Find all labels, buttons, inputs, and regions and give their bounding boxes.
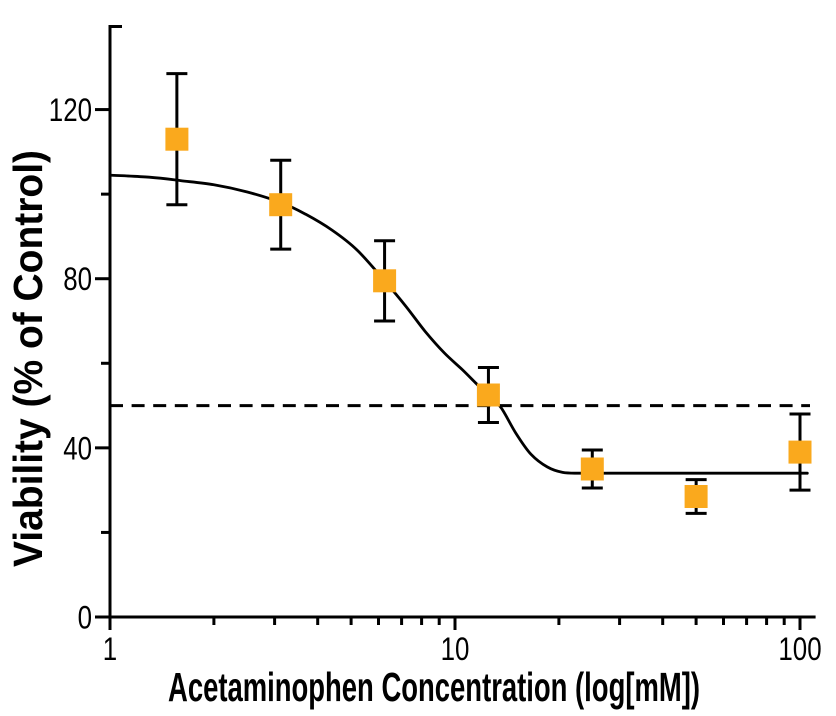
data-point-marker <box>788 440 812 464</box>
y-tick-label: 40 <box>63 430 92 466</box>
y-axis-title: Viability (% of Control) <box>5 150 51 567</box>
x-tick-label: 10 <box>441 631 470 667</box>
x-axis-title: Acetaminophen Concentration (log[mM]) <box>168 664 700 710</box>
data-point-marker <box>373 269 397 293</box>
x-tick-label: 1 <box>103 631 117 667</box>
data-point-marker <box>580 457 604 481</box>
data-point-marker <box>684 485 708 508</box>
fit-curve <box>108 173 809 475</box>
y-tick-label: 80 <box>63 261 92 297</box>
x-tick-label: 100 <box>778 631 821 667</box>
data-point-marker <box>269 193 293 217</box>
y-axis-line <box>108 25 122 617</box>
data-point-marker <box>165 127 189 151</box>
data-point-marker <box>476 383 500 407</box>
y-tick-label: 0 <box>78 600 92 636</box>
y-tick-label: 120 <box>49 92 92 128</box>
